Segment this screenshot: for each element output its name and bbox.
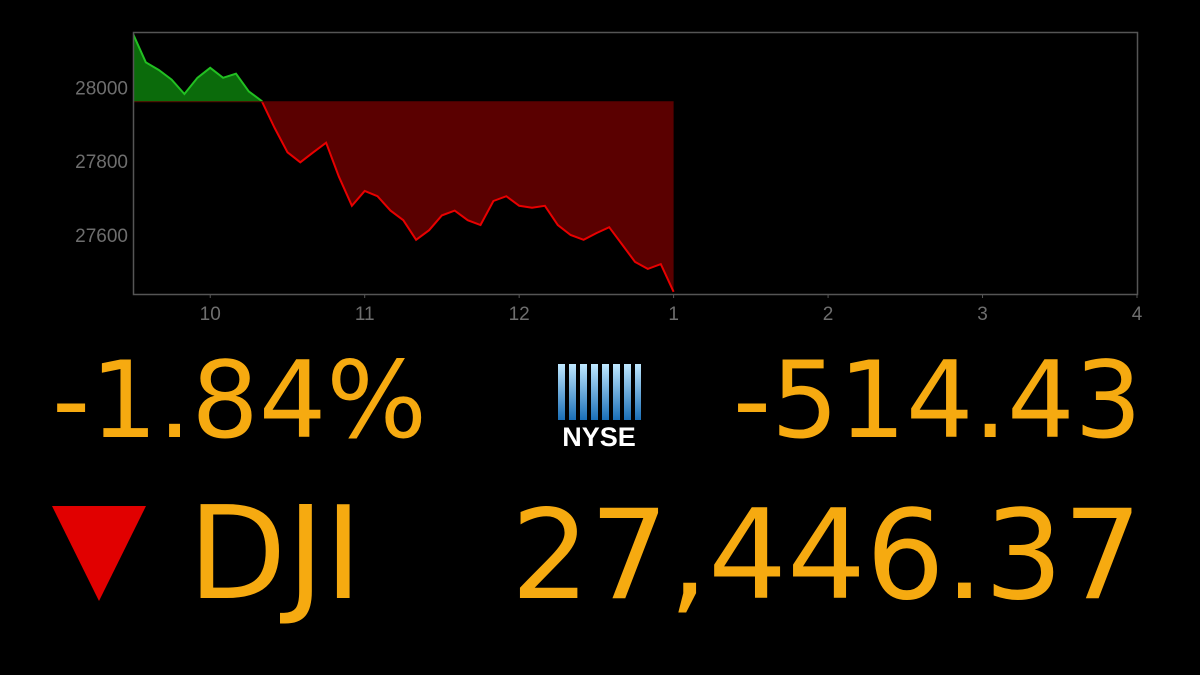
plot-frame xyxy=(132,31,1139,296)
x-tick-label: 2 xyxy=(823,304,834,325)
nyse-logo: NYSE xyxy=(558,364,641,452)
x-tick-label: 12 xyxy=(509,304,530,325)
x-tick-label: 11 xyxy=(355,304,375,325)
area-up xyxy=(133,33,263,102)
line-down xyxy=(260,101,675,293)
x-tick-label: 4 xyxy=(1132,304,1143,325)
x-tick-label: 3 xyxy=(977,304,988,325)
symbol: DJI xyxy=(188,480,362,629)
point-change: -514.43 xyxy=(733,339,1142,462)
y-tick-label: 27800 xyxy=(75,152,128,173)
percent-change: -1.84% xyxy=(52,339,427,462)
line-up xyxy=(133,33,264,102)
y-tick-label: 27600 xyxy=(75,226,128,247)
area-down xyxy=(133,101,674,292)
y-tick-label: 28000 xyxy=(75,78,128,99)
x-tick-label: 10 xyxy=(200,304,221,325)
x-tick-label: 1 xyxy=(668,304,679,325)
down-arrow xyxy=(52,506,146,601)
price: 27,446.37 xyxy=(511,484,1142,628)
exchange-label: NYSE xyxy=(562,422,636,452)
